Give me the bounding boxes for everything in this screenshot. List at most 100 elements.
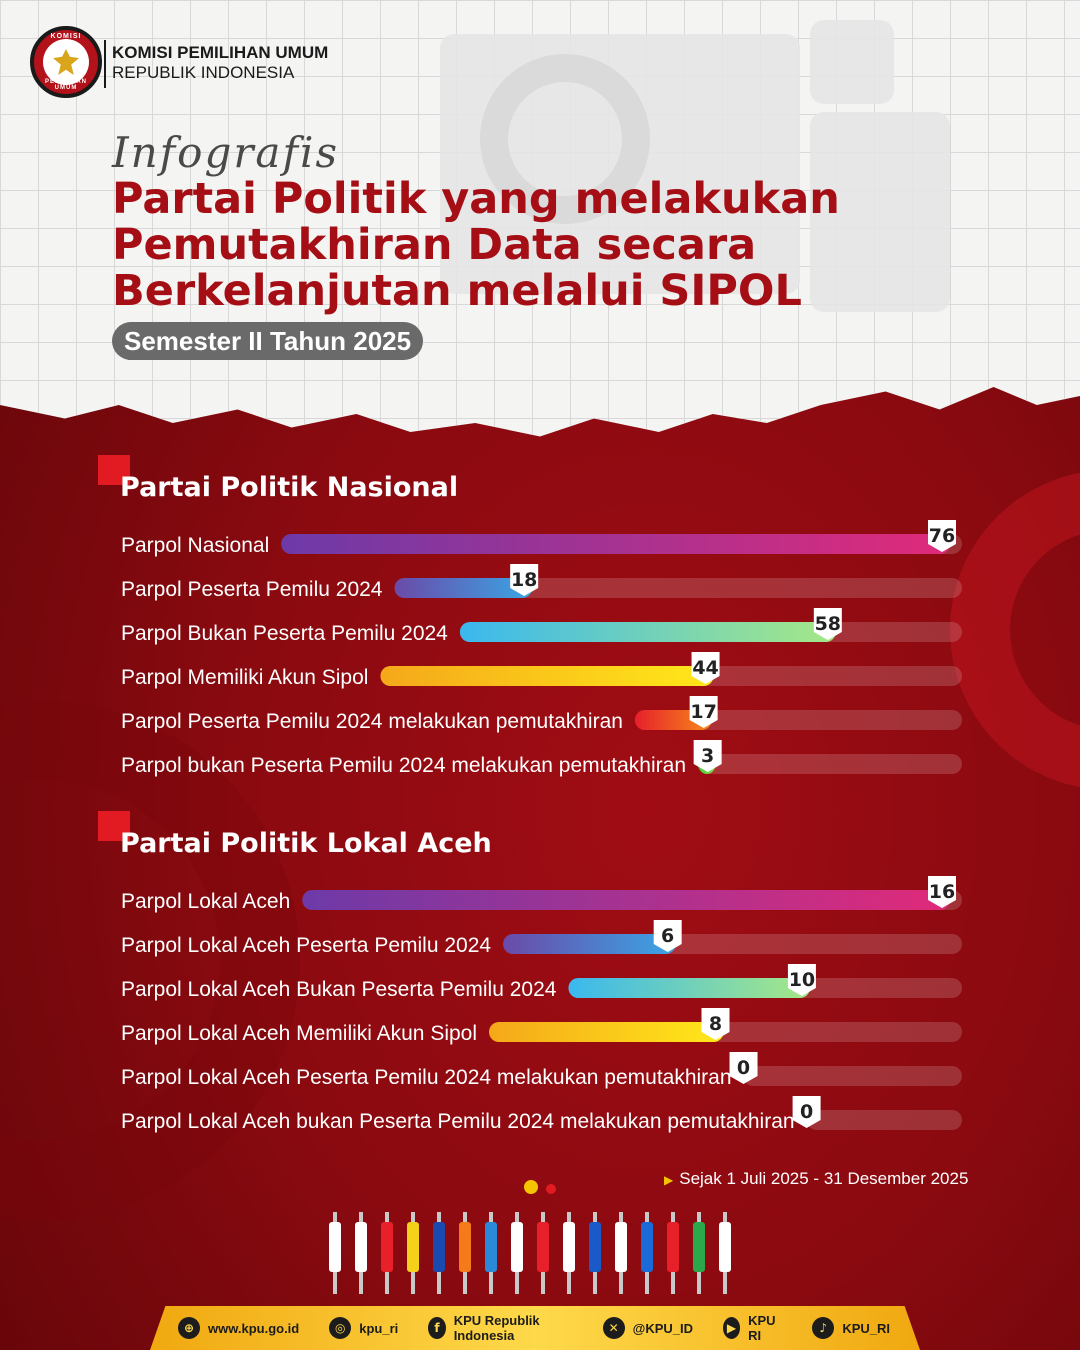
social-link[interactable]: ⊕ www.kpu.go.id [178,1317,299,1339]
bar-track [806,1110,962,1130]
value-label: 8 [709,1013,722,1035]
value-label: 10 [789,969,815,991]
flag [433,1212,445,1294]
bar-label: Parpol Lokal Aceh [121,890,290,913]
value-label: 0 [737,1057,750,1079]
kpu-logo: KOMISI PEMILIHAN UMUM [30,26,102,98]
bar-fill [394,578,533,598]
section-title-aceh: Partai Politik Lokal Aceh [120,828,492,859]
flag [667,1212,679,1294]
bar-fill [503,934,676,954]
dot [546,1184,557,1194]
period-text: Sejak 1 Juli 2025 - 31 Desember 2025 [679,1169,969,1188]
bar-fill [489,1022,724,1042]
value-badge [653,920,682,952]
value-label: 6 [661,925,674,947]
value-badge [729,1052,758,1084]
section-marker [98,455,130,485]
flag [329,1212,341,1294]
social-label: KPU_RI [842,1320,890,1336]
value-badge [689,696,718,728]
dot-active [524,1180,538,1194]
value-badge [792,1096,821,1128]
flag-cloth [459,1222,471,1272]
org-name: KOMISI PEMILIHAN UMUM [112,43,329,62]
bar-label: Parpol Peserta Pemilu 2024 melakukan pem… [121,710,623,733]
bar-track [698,754,962,774]
bar-fill [459,622,836,642]
social-link[interactable]: ▶ KPU RI [723,1313,782,1343]
value-label: 17 [690,701,716,723]
bar-label: Parpol Peserta Pemilu 2024 [121,578,383,601]
value-badge [510,564,539,596]
party-flags [325,1212,755,1300]
flag [693,1212,705,1294]
title-line: Pemutakhiran Data secara [112,220,757,270]
flag-cloth [537,1222,549,1272]
pagination-dots [524,1180,560,1199]
value-label: 0 [800,1101,813,1123]
bar-label: Parpol Bukan Peserta Pemilu 2024 [121,622,448,645]
social-link[interactable]: f KPU Republik Indonesia [428,1313,572,1343]
flag-cloth [329,1222,341,1272]
bar-label: Parpol Memiliki Akun Sipol [121,666,368,689]
instagram-icon: ◎ [329,1317,352,1339]
value-label: 3 [701,745,714,767]
bar-fill [380,666,714,686]
bar-label: Parpol Nasional [121,534,269,557]
page-title: Partai Politik yang melakukan Pemutakhir… [112,176,1012,314]
bar-label: Parpol Lokal Aceh Memiliki Akun Sipol [121,1022,477,1045]
decor-panel-2 [810,112,950,312]
globe-icon: ⊕ [178,1317,200,1339]
flag [589,1212,601,1294]
script-label: Infografis [112,128,340,177]
value-label: 18 [511,569,537,591]
bar-fill [302,890,950,910]
flag-cloth [485,1222,497,1272]
value-label: 76 [929,525,955,547]
social-link[interactable]: ♪ KPU_RI [812,1317,890,1339]
social-footer: ⊕ www.kpu.go.id ◎ kpu_ri f KPU Republik Indon… [150,1306,920,1350]
value-badge [787,964,816,996]
section-marker [98,811,130,841]
value-badge [813,608,842,640]
flag [719,1212,731,1294]
value-badge [693,740,722,772]
tiktok-icon: ♪ [812,1317,835,1339]
flag [381,1212,393,1294]
social-link[interactable]: ✕ @KPU_ID [602,1317,693,1339]
value-label: 58 [815,613,841,635]
logo-text-bottom: PEMILIHAN UMUM [45,79,87,91]
period-note: ▶ Sejak 1 Juli 2025 - 31 Desember 2025 [664,1169,968,1189]
youtube-icon: ▶ [723,1317,741,1339]
org-country: REPUBLIK INDONESIA [112,63,295,82]
facebook-icon: f [428,1317,446,1339]
bar-label: Parpol bukan Peserta Pemilu 2024 melakuk… [121,754,686,777]
flag [407,1212,419,1294]
social-label: kpu_ri [359,1320,399,1336]
flag-cloth [381,1222,393,1272]
title-line: Berkelanjutan melalui SIPOL [112,266,802,316]
flag [615,1212,627,1294]
flag-cloth [615,1222,627,1272]
social-label: @KPU_ID [632,1320,693,1336]
flag-cloth [641,1222,653,1272]
bar-fill [281,534,950,554]
flag-cloth [511,1222,523,1272]
bar-label: Parpol Lokal Aceh bukan Peserta Pemilu 2… [121,1110,795,1133]
flag [485,1212,497,1294]
value-badge [701,1008,730,1040]
decor-panel [810,20,894,104]
social-label: www.kpu.go.id [208,1320,300,1336]
bar-label: Parpol Lokal Aceh Peserta Pemilu 2024 me… [121,1066,732,1089]
flag-cloth [355,1222,367,1272]
paper-background [0,0,1080,437]
social-label: KPU Republik Indonesia [453,1313,540,1343]
flag [459,1212,471,1294]
flag [563,1212,575,1294]
value-badge [691,652,720,684]
social-link[interactable]: ◎ kpu_ri [329,1317,398,1339]
value-badge [928,520,956,552]
flag [355,1212,367,1294]
